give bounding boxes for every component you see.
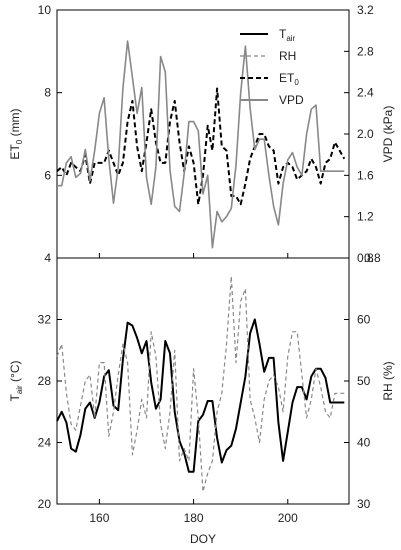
legend-label-vpd: VPD: [279, 93, 304, 107]
right-tick-label: 50: [357, 374, 371, 388]
left-tick-label: 6: [44, 168, 51, 182]
top-right-axis-label: VPD (kPa): [381, 106, 395, 163]
bottom-left-axis-label: Tair (°C): [8, 360, 24, 401]
left-tick-label: 10: [38, 3, 52, 17]
bottom-panel: 20 24 28 32 30 40 50 60 160 180 200 Tair (°C) RH…: [8, 257, 395, 546]
top-right-bottom-overlap-tick: 0.8: [364, 251, 381, 265]
legend: Tair RH ET0 VPD: [240, 27, 304, 107]
top-left-axis-label: ET0 (mm): [8, 108, 24, 159]
x-tick-label: 180: [184, 511, 204, 525]
right-tick-label: 2.8: [357, 44, 374, 58]
bottom-left-axis: 20 24 28 32: [38, 313, 62, 511]
left-tick-label: 24: [38, 436, 52, 450]
right-tick-label: 1.2: [357, 210, 374, 224]
left-tick-label: 32: [38, 313, 52, 327]
left-tick-label: 28: [38, 374, 52, 388]
right-tick-label: 1.6: [357, 168, 374, 182]
x-tick-label: 200: [278, 511, 298, 525]
legend-label-rh: RH: [279, 49, 296, 63]
x-tick-label: 160: [89, 511, 109, 525]
left-tick-label: 4: [44, 251, 51, 265]
top-panel: 4 6 8 10 0.8 1.2 1.6 2.0 2.4 2.8 3.2 0.8 ET0 (mm)…: [8, 3, 395, 265]
top-plot-frame: [56, 9, 350, 259]
right-tick-label: 3.2: [357, 3, 374, 17]
bottom-plot-frame: [56, 257, 350, 505]
right-tick-label: 0.8: [357, 251, 374, 265]
legend-label-et0: ET0: [279, 71, 299, 87]
series-line-rh-bot: [56, 275, 345, 493]
bottom-x-axis: 160 180 200: [89, 499, 298, 525]
right-tick-label: 2.0: [357, 127, 374, 141]
bottom-right-axis: 30 40 50 60: [344, 313, 371, 511]
right-tick-label: 30: [357, 497, 371, 511]
series-line-tair-bot: [56, 318, 345, 473]
right-tick-label: 2.4: [357, 86, 374, 100]
left-tick-label: 20: [38, 497, 52, 511]
top-left-axis: 4 6 8 10: [38, 3, 62, 265]
left-tick-label: 8: [44, 86, 51, 100]
series-line-vpd-top: [57, 40, 345, 249]
right-tick-label: 40: [357, 436, 371, 450]
series-line-et0-top: [56, 87, 346, 206]
top-right-axis: 0.8 1.2 1.6 2.0 2.4 2.8 3.2: [344, 3, 374, 265]
top-x-axis: [98, 253, 289, 258]
right-tick-label: 60: [357, 313, 371, 327]
x-axis-label: DOY: [190, 532, 216, 546]
legend-label-tair: Tair: [279, 27, 296, 43]
bottom-right-axis-label: RH (%): [381, 361, 395, 400]
